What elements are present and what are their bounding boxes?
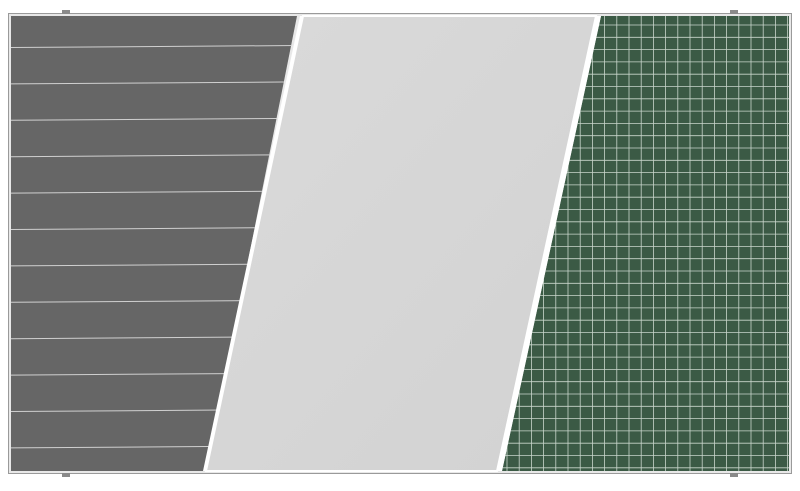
ruling-line (11, 117, 297, 121)
hanger (730, 473, 738, 477)
ruling-line (11, 45, 297, 48)
left-panel (11, 16, 297, 471)
divider-right (497, 16, 601, 471)
hanger (62, 10, 70, 14)
ruling-line (11, 154, 297, 158)
hanger (730, 10, 738, 14)
divider-left (203, 16, 303, 471)
hanger (62, 473, 70, 477)
ruling-line (11, 190, 297, 194)
ruling-line (11, 81, 297, 85)
ruling-line (11, 227, 297, 230)
left-panel-lines (11, 45, 297, 449)
